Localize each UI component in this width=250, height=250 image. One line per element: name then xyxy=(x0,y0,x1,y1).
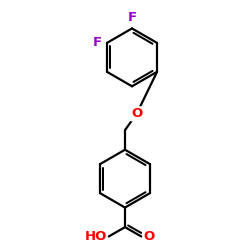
Text: F: F xyxy=(93,36,102,50)
Text: O: O xyxy=(143,230,154,243)
Text: F: F xyxy=(128,11,136,24)
Text: O: O xyxy=(131,107,142,120)
Text: HO: HO xyxy=(84,230,107,243)
